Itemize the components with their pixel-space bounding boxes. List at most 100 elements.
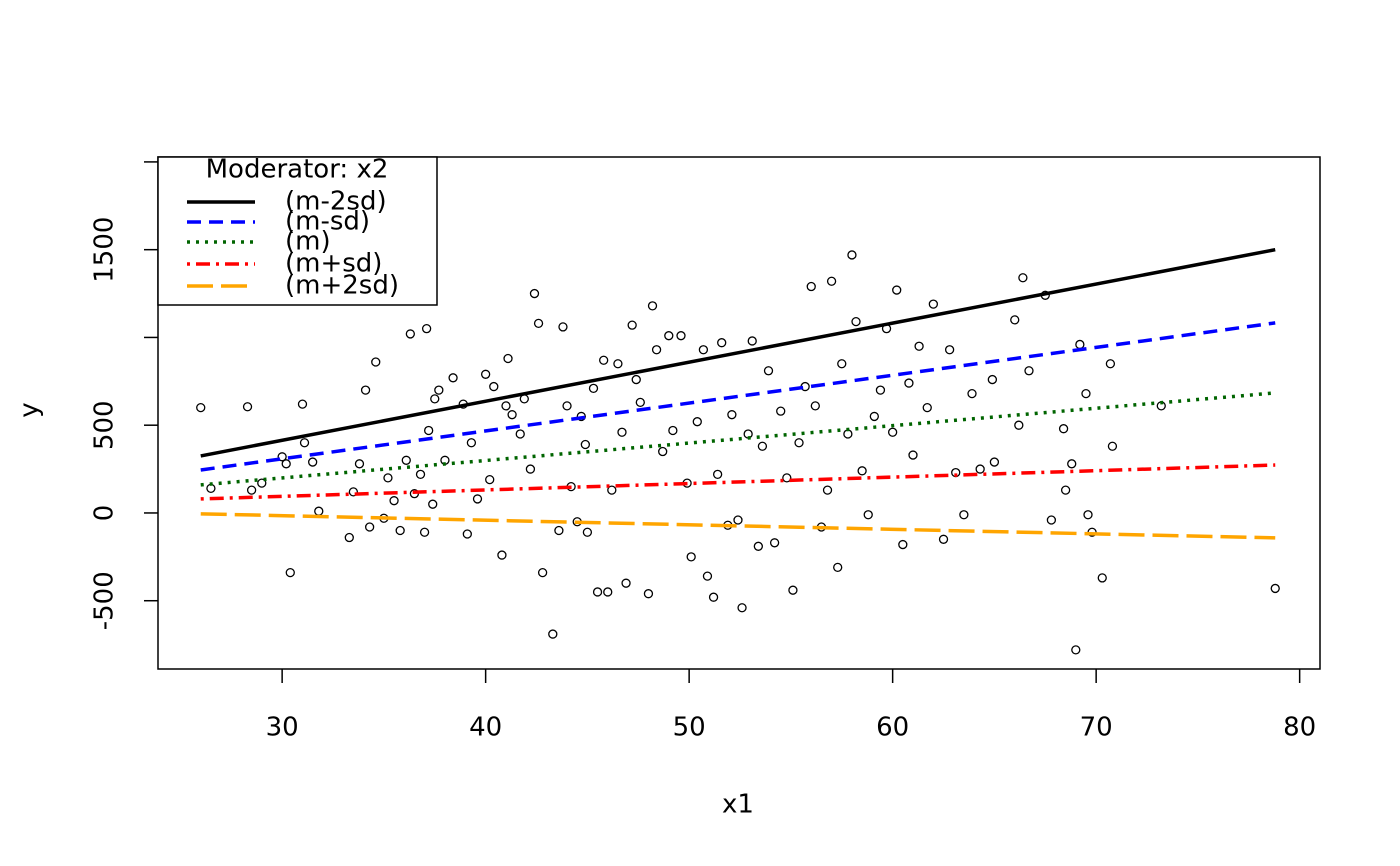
point (389, 496, 399, 506)
y-tick-label: 1500 (90, 217, 120, 283)
point (603, 587, 613, 597)
point (503, 353, 513, 364)
point (582, 527, 593, 537)
point (364, 522, 375, 532)
legend-label: (m+2sd) (285, 271, 399, 301)
point (769, 538, 780, 548)
point (1075, 339, 1085, 350)
point (717, 338, 727, 348)
point (428, 499, 438, 509)
point (794, 438, 804, 448)
point (869, 411, 879, 422)
point (922, 402, 932, 413)
point (371, 357, 381, 367)
point (489, 381, 499, 392)
point (434, 385, 444, 395)
point (525, 464, 536, 474)
point (938, 534, 949, 544)
x-tick-label: 40 (469, 713, 502, 743)
point (419, 527, 430, 537)
legend-label: (m) (285, 227, 331, 257)
x-axis-label: x1 (722, 790, 754, 820)
point (548, 629, 558, 639)
point (1014, 420, 1024, 430)
point (647, 301, 658, 311)
point (1060, 485, 1071, 495)
point (277, 452, 287, 462)
point (753, 541, 763, 551)
point (959, 510, 969, 520)
point (847, 250, 857, 260)
point (529, 288, 540, 299)
point (810, 401, 820, 411)
point (599, 355, 609, 365)
point (344, 532, 354, 543)
point (354, 459, 365, 469)
point (822, 485, 833, 495)
point (914, 341, 924, 351)
point (892, 285, 902, 295)
point (497, 550, 507, 560)
x-tick-label: 70 (1080, 713, 1113, 743)
y-tick-label: 0 (90, 505, 120, 522)
point (733, 515, 743, 525)
x-tick-label: 30 (266, 713, 299, 743)
y-tick-label: 500 (90, 400, 120, 450)
point (246, 485, 257, 495)
point (448, 373, 458, 383)
point (554, 525, 564, 536)
point (314, 506, 324, 516)
point (588, 383, 599, 393)
point (686, 552, 696, 562)
point (285, 567, 295, 578)
point (196, 402, 206, 413)
point (501, 401, 511, 411)
x-tick-label: 50 (673, 713, 706, 743)
point (782, 473, 792, 483)
point (299, 438, 310, 448)
point (826, 276, 837, 286)
point (776, 406, 786, 416)
point (348, 487, 359, 497)
point (1081, 388, 1091, 399)
point (580, 439, 591, 450)
point (908, 450, 918, 460)
point (987, 374, 998, 385)
point (806, 281, 816, 292)
x-tick-label: 60 (876, 713, 909, 743)
point (875, 385, 886, 395)
point (1010, 315, 1020, 325)
point (515, 429, 525, 439)
legend-label: (m-sd) (285, 207, 370, 237)
point (533, 318, 544, 329)
point (592, 587, 603, 597)
point (763, 366, 774, 376)
point (989, 457, 1000, 467)
point (631, 374, 641, 385)
point (1270, 583, 1280, 594)
point (887, 427, 898, 437)
point (967, 388, 977, 399)
point (727, 410, 737, 420)
point (863, 510, 873, 520)
point (1071, 645, 1081, 655)
point (851, 316, 861, 327)
point (383, 473, 393, 483)
point (658, 446, 668, 457)
point (788, 585, 798, 595)
point (1024, 366, 1034, 376)
point (613, 359, 623, 369)
point (698, 345, 709, 355)
moderator-line (200, 321, 1276, 472)
moderator-line (200, 463, 1276, 501)
point (1067, 459, 1077, 469)
point (747, 336, 757, 346)
point (833, 562, 843, 573)
point (430, 394, 440, 404)
point (857, 466, 867, 476)
point (621, 578, 631, 588)
point (360, 385, 371, 395)
plot-frame (157, 156, 1321, 670)
point (708, 592, 719, 602)
